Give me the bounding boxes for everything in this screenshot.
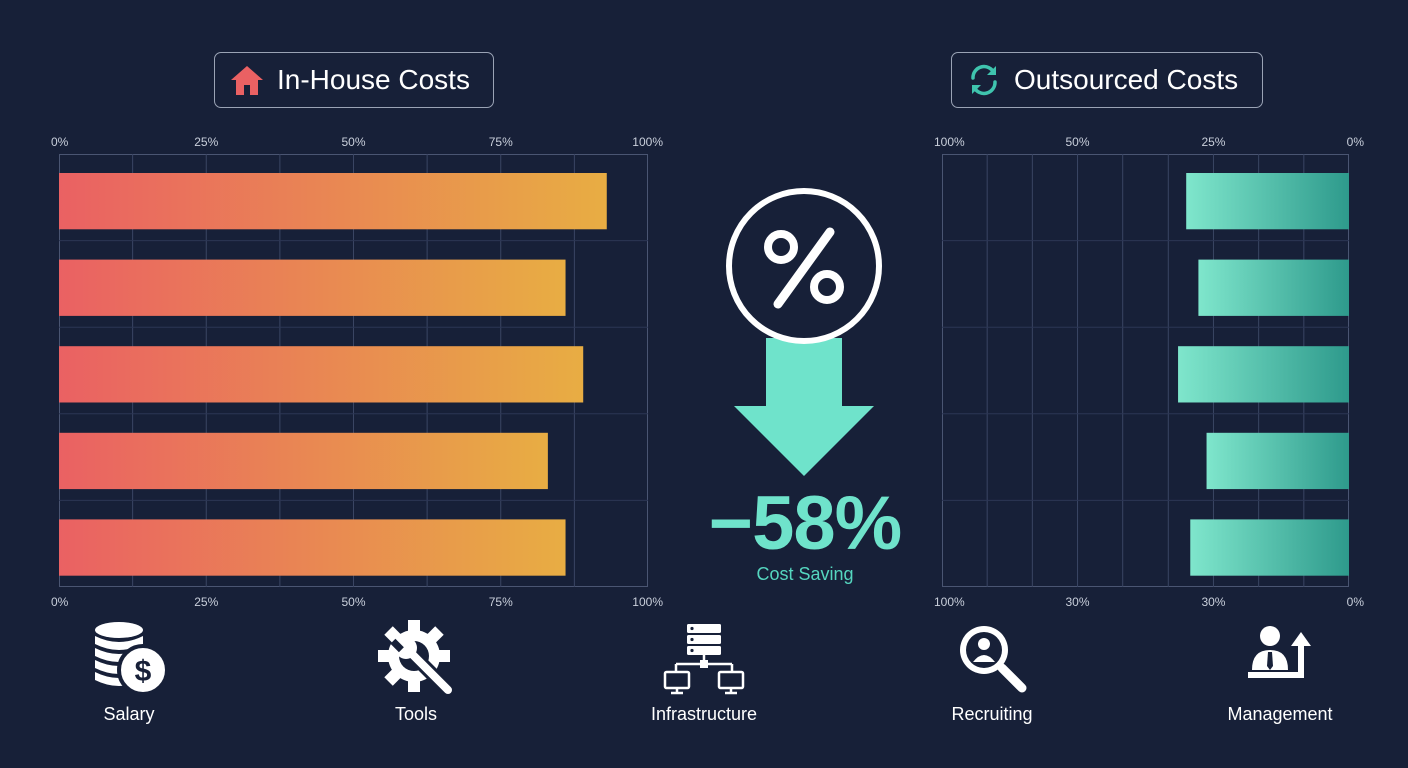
bar-management: [1190, 519, 1349, 576]
category-label-management: Management: [1227, 704, 1333, 724]
tick-label: 0%: [51, 595, 69, 609]
category-label-salary: Salary: [103, 704, 155, 724]
bar-salary: [59, 173, 607, 230]
cost-saving-label: Cost Saving: [756, 564, 854, 584]
outsourced-costs-header: Outsourced Costs: [951, 52, 1263, 108]
tick-label: 50%: [1065, 135, 1090, 149]
cost-saving-value: −58%: [708, 481, 903, 566]
category-label-tools: Tools: [394, 704, 438, 724]
category-infrastructure: Infrastructure: [604, 620, 804, 725]
tick-label: 0%: [1346, 595, 1364, 609]
bar-recruiting: [59, 432, 548, 490]
bar-tools: [59, 259, 566, 316]
tools-gear-wrench-icon: [316, 620, 516, 696]
tick-label: 50%: [341, 595, 366, 609]
outsourced-costs-title: Outsourced Costs: [1014, 64, 1239, 95]
refresh-icon: [966, 62, 1002, 98]
tick-label: 75%: [488, 595, 513, 609]
bar-tools: [1198, 259, 1349, 316]
bar-salary: [1186, 173, 1349, 230]
management-person-growth-icon: [1180, 620, 1380, 696]
category-label-infrastructure: Infrastructure: [650, 704, 758, 724]
tick-label: 100%: [632, 595, 663, 609]
tick-label: 100%: [632, 135, 663, 149]
tick-label: 25%: [1201, 135, 1226, 149]
tick-label: 75%: [488, 135, 513, 149]
tick-label: 30%: [1065, 595, 1090, 609]
category-tools: Tools: [316, 620, 516, 725]
outsourced-cost-chart: [942, 154, 1349, 587]
tick-label: 25%: [194, 595, 219, 609]
tick-label: 100%: [934, 595, 965, 609]
category-salary: $ Salary: [29, 620, 229, 725]
bar-recruiting: [1206, 432, 1349, 490]
bar-infrastructure: [1178, 346, 1349, 403]
category-management: Management: [1180, 620, 1380, 725]
bar-management: [59, 519, 566, 576]
recruiting-search-icon: [892, 620, 1092, 696]
tick-label: 30%: [1201, 595, 1226, 609]
inhouse-costs-header: In-House Costs: [214, 52, 494, 108]
inhouse-costs-title: In-House Costs: [277, 64, 470, 95]
svg-text:$: $: [135, 655, 152, 688]
server-network-icon: [604, 620, 804, 696]
percent-down-icon: [724, 188, 884, 483]
tick-label: 25%: [194, 135, 219, 149]
tick-label: 0%: [51, 135, 69, 149]
category-recruiting: Recruiting: [892, 620, 1092, 725]
tick-label: 100%: [934, 135, 965, 149]
bar-infrastructure: [59, 346, 584, 403]
inhouse-cost-chart: [59, 154, 648, 587]
tick-label: 50%: [341, 135, 366, 149]
tick-label: 0%: [1346, 135, 1364, 149]
house-icon: [229, 63, 265, 97]
category-label-recruiting: Recruiting: [951, 704, 1033, 724]
salary-coins-icon: $: [29, 620, 229, 696]
